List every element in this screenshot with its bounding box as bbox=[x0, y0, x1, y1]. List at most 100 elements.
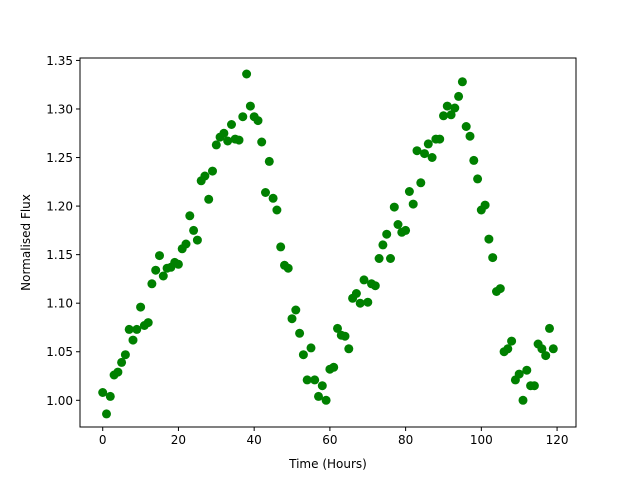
data-point bbox=[298, 350, 308, 360]
data-point bbox=[136, 302, 146, 312]
data-point bbox=[302, 375, 312, 385]
data-point bbox=[507, 336, 517, 346]
data-point bbox=[158, 271, 168, 281]
data-point bbox=[181, 239, 191, 249]
data-point bbox=[454, 91, 464, 101]
data-point bbox=[113, 367, 123, 377]
data-point bbox=[185, 211, 195, 221]
data-point bbox=[518, 395, 528, 405]
data-point bbox=[374, 254, 384, 263]
data-point bbox=[219, 128, 229, 138]
data-point bbox=[261, 188, 270, 197]
data-point bbox=[435, 134, 445, 144]
x-tick-label: 100 bbox=[470, 433, 493, 447]
data-point bbox=[412, 146, 422, 156]
data-point bbox=[291, 305, 301, 315]
x-tick-label: 20 bbox=[171, 433, 186, 447]
data-point bbox=[514, 369, 524, 379]
data-point bbox=[404, 187, 414, 196]
data-point bbox=[473, 174, 483, 184]
data-point bbox=[155, 251, 164, 261]
data-point bbox=[370, 281, 380, 291]
y-axis-label: Normalised Flux bbox=[19, 194, 33, 291]
x-tick-label: 40 bbox=[247, 433, 262, 447]
data-point bbox=[423, 139, 433, 149]
data-point bbox=[408, 199, 418, 209]
data-point bbox=[393, 220, 403, 229]
data-point bbox=[457, 77, 467, 87]
data-point bbox=[234, 135, 244, 145]
data-point bbox=[333, 323, 342, 333]
data-point bbox=[238, 112, 248, 122]
data-point bbox=[314, 391, 323, 401]
data-point bbox=[378, 240, 388, 250]
y-tick-label: 1.10 bbox=[46, 297, 73, 311]
data-point bbox=[189, 225, 199, 235]
data-point bbox=[446, 110, 456, 120]
data-point bbox=[442, 101, 452, 111]
data-point bbox=[200, 171, 210, 181]
data-point bbox=[128, 335, 138, 345]
data-point bbox=[208, 166, 217, 176]
y-tick-label: 1.35 bbox=[46, 54, 73, 68]
data-point bbox=[211, 140, 221, 150]
data-point bbox=[529, 381, 539, 391]
data-point bbox=[120, 350, 130, 360]
data-point bbox=[503, 344, 513, 354]
data-point bbox=[401, 225, 411, 235]
data-point bbox=[548, 344, 558, 354]
y-tick-label: 1.30 bbox=[46, 102, 73, 116]
data-point bbox=[363, 297, 373, 307]
data-point bbox=[537, 344, 547, 354]
data-point bbox=[427, 153, 437, 162]
data-point bbox=[147, 279, 157, 289]
data-point bbox=[382, 229, 392, 239]
data-point bbox=[488, 253, 498, 263]
data-point bbox=[355, 298, 365, 308]
data-point bbox=[223, 136, 233, 146]
data-point bbox=[480, 200, 490, 210]
data-point bbox=[192, 235, 202, 245]
data-point bbox=[306, 343, 316, 353]
data-point bbox=[522, 365, 532, 375]
data-point bbox=[545, 323, 554, 333]
data-point bbox=[317, 381, 327, 391]
data-point bbox=[386, 254, 395, 263]
data-point bbox=[344, 344, 354, 354]
y-tick-label: 1.00 bbox=[46, 394, 73, 408]
data-point bbox=[469, 155, 479, 165]
y-tick-label: 1.25 bbox=[46, 151, 73, 165]
data-point bbox=[340, 331, 350, 341]
data-point bbox=[268, 193, 278, 203]
data-point bbox=[204, 194, 214, 204]
data-point bbox=[329, 362, 339, 372]
data-point bbox=[253, 116, 263, 126]
x-tick-label: 120 bbox=[546, 433, 569, 447]
data-point bbox=[143, 318, 153, 328]
data-point bbox=[173, 259, 183, 269]
data-points bbox=[98, 69, 558, 419]
x-axis-ticks: 0 20 40 60 80 100 120 bbox=[99, 427, 569, 447]
data-point bbox=[132, 324, 142, 334]
data-point bbox=[450, 103, 460, 113]
y-tick-label: 1.15 bbox=[46, 248, 73, 262]
data-point bbox=[264, 156, 274, 166]
data-point bbox=[257, 137, 267, 147]
data-point bbox=[389, 202, 399, 212]
data-point bbox=[227, 120, 236, 129]
x-tick-label: 60 bbox=[322, 433, 337, 447]
data-point bbox=[465, 131, 475, 141]
data-point bbox=[484, 234, 494, 244]
data-point bbox=[242, 69, 252, 79]
x-axis-label: Time (Hours) bbox=[288, 457, 367, 471]
data-point bbox=[287, 314, 297, 324]
data-point bbox=[283, 263, 293, 273]
data-point bbox=[461, 122, 471, 131]
data-point bbox=[321, 395, 331, 405]
data-point bbox=[124, 324, 134, 334]
data-point bbox=[439, 111, 448, 121]
x-tick-label: 80 bbox=[398, 433, 413, 447]
data-point bbox=[420, 149, 429, 159]
data-point bbox=[117, 357, 127, 367]
